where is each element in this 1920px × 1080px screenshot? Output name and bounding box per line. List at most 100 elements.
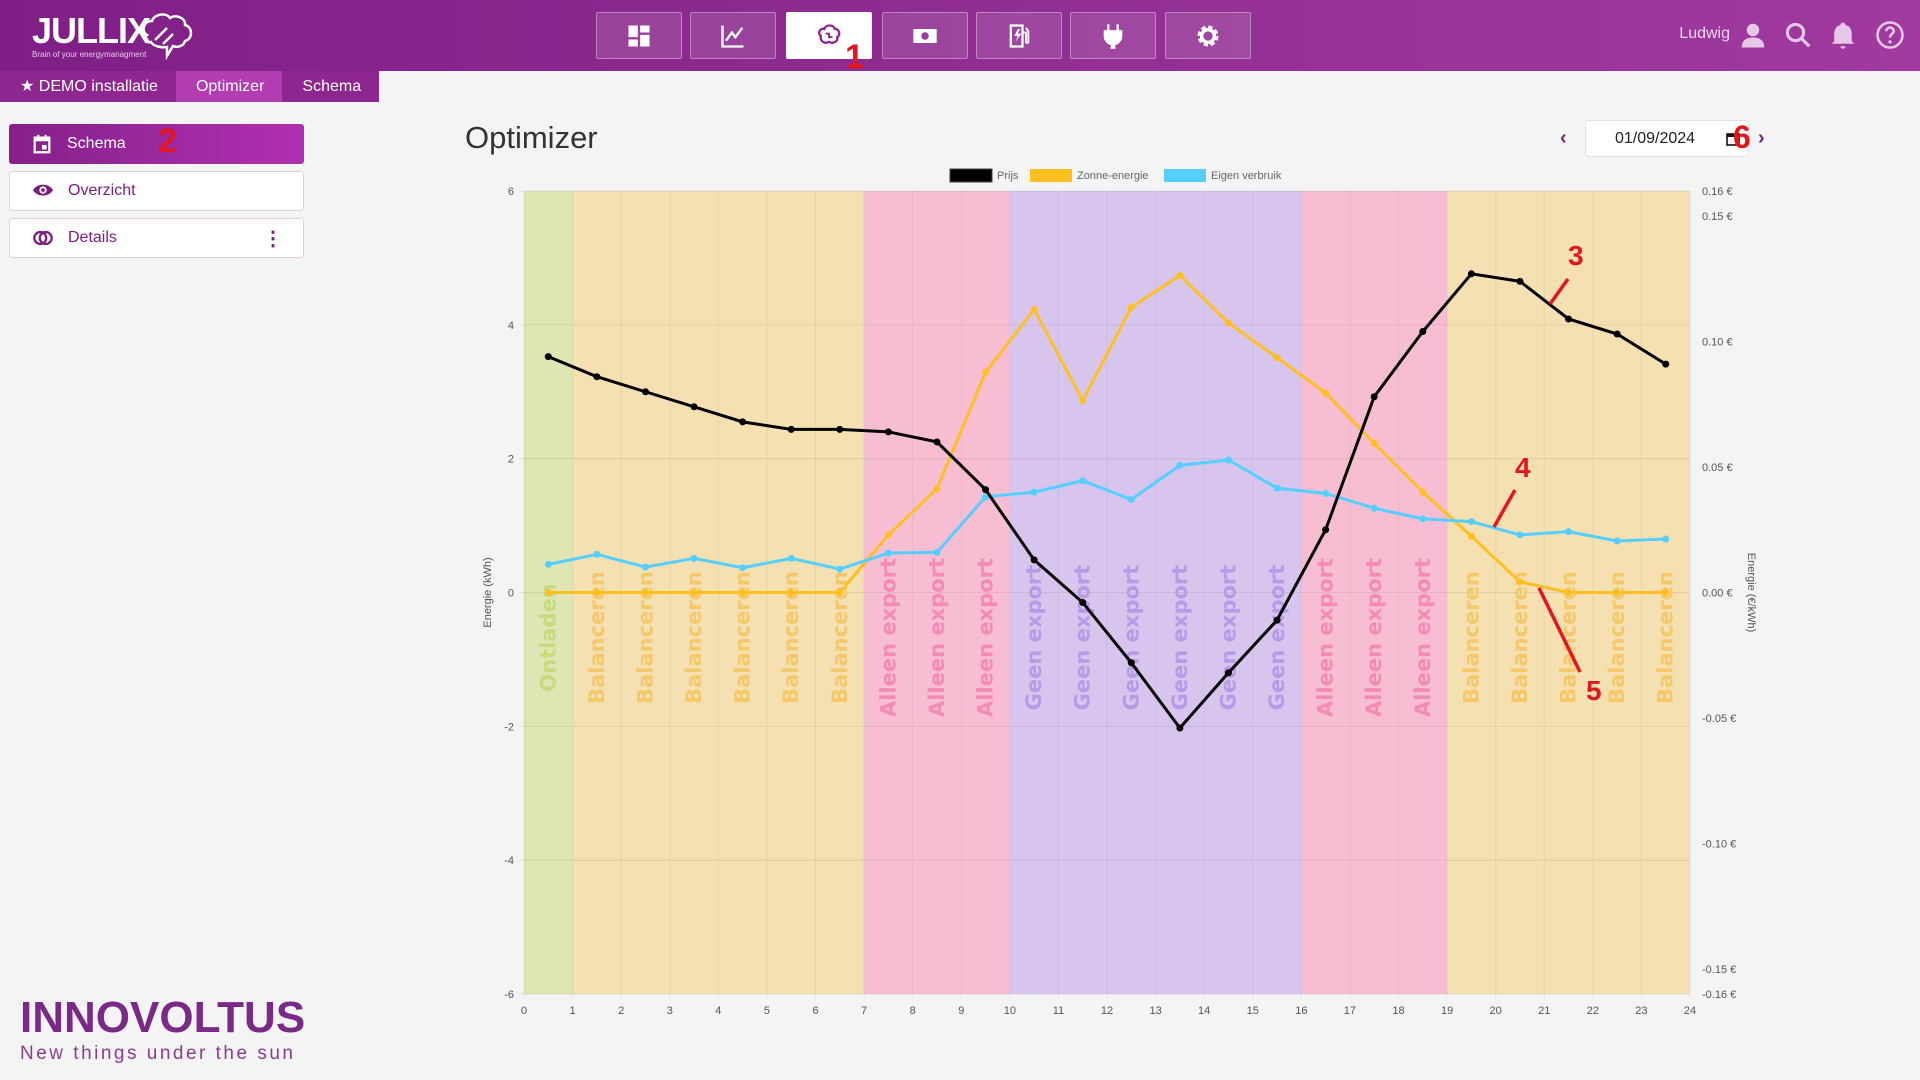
mode-label: Alleen export [1314,558,1338,717]
data-point [1613,589,1621,596]
data-point [1224,456,1232,464]
sidebar-item-overzicht[interactable]: Overzicht [9,171,304,211]
data-point [1662,535,1670,543]
jullix-logo[interactable]: JULLIX Brain of your energymanagment [32,10,193,60]
y-tick-label: 4 [508,320,514,332]
y2-axis-title: Energie (€/kWh) [1745,553,1757,632]
x-tick-label: 4 [715,1005,721,1017]
page-title: Optimizer [465,120,598,155]
data-point [1127,303,1135,311]
y2-tick-label: -0.16 € [1702,989,1736,1001]
breadcrumb-optimizer[interactable]: Optimizer [175,71,283,102]
nav-charts[interactable] [690,12,776,59]
data-point [1467,532,1475,540]
mode-band [1447,191,1496,994]
sidebar-item-details[interactable]: Details ⋮ [9,218,304,258]
user-icon[interactable] [1738,20,1768,50]
data-point [690,589,698,596]
mode-band [1349,191,1399,994]
plug-icon [1103,23,1123,49]
x-tick-label: 8 [910,1005,916,1017]
user-name[interactable]: Ludwig [1679,25,1730,42]
mode-band [961,191,1010,994]
data-point [1613,330,1621,338]
x-tick-label: 9 [958,1005,964,1017]
data-point [1516,277,1524,285]
nav-optimizer[interactable] [786,12,872,59]
brand-name: INNOVOLTUS [20,993,306,1042]
nav-dashboard[interactable] [596,12,682,59]
data-point [1370,393,1378,401]
nav-finance[interactable] [882,12,968,59]
data-point [593,550,601,558]
logo-text: JULLIX [32,10,151,51]
mode-label: Alleen export [925,558,949,717]
data-point [1419,328,1427,336]
data-point [836,589,844,596]
x-tick-label: 23 [1635,1005,1647,1017]
annotation-2: 2 [158,122,177,160]
data-point [1176,271,1184,279]
mode-label: Alleen export [1411,558,1435,717]
more-options-icon[interactable]: ⋮ [263,227,283,250]
data-point [982,493,990,501]
y2-tick-label: -0.15 € [1702,964,1736,976]
data-point [1419,488,1427,496]
data-point [1370,504,1378,512]
x-tick-label: 13 [1149,1005,1161,1017]
help-icon[interactable] [1875,20,1905,50]
next-day-button[interactable]: › [1758,127,1765,149]
date-input[interactable]: 01/09/2024 [1585,120,1749,157]
data-point [1176,461,1184,469]
data-point [1370,439,1378,447]
calendar-icon [33,134,51,154]
star-icon: ★ [20,78,39,95]
calendar-picker-icon[interactable] [1726,132,1740,146]
breadcrumb: ★ DEMO installatie Optimizer Schema [0,71,380,102]
data-point [1322,389,1330,397]
y-tick-label: -4 [504,855,514,867]
bell-icon[interactable] [1828,20,1858,50]
nav-devices[interactable] [1070,12,1156,59]
eye-icon [32,184,54,196]
legend-label: Eigen verbruik [1211,170,1282,182]
y-tick-label: -6 [504,989,514,1001]
mode-label: Alleen export [876,558,900,717]
breadcrumb-schema[interactable]: Schema [282,71,380,102]
annotation-3: 3 [1568,240,1584,271]
data-point [836,565,844,573]
nav-settings[interactable] [1165,12,1251,59]
breadcrumb-installation[interactable]: ★ DEMO installatie [0,71,176,102]
gear-icon [1197,25,1219,46]
data-point [739,589,747,596]
nav-charging[interactable] [976,12,1062,59]
search-icon[interactable] [1783,20,1813,50]
data-point [884,531,892,539]
x-tick-label: 18 [1392,1005,1404,1017]
x-tick-label: 19 [1441,1005,1453,1017]
y-tick-label: 6 [508,186,514,198]
data-point [1565,589,1573,596]
sidebar-item-label: Schema [67,135,126,152]
data-point [641,388,649,396]
legend-label: Prijs [997,170,1019,182]
data-point [884,549,892,557]
mode-band [1301,191,1350,994]
breadcrumb-label: DEMO installatie [38,78,158,95]
data-point [1224,319,1232,327]
data-point [1224,669,1232,677]
data-point [787,554,795,562]
data-point [1322,489,1330,497]
sidebar-item-schema[interactable]: Schema [9,124,304,164]
mode-label: Geen export [1022,565,1046,711]
previous-day-button[interactable]: ‹ [1560,127,1567,149]
data-point [982,486,990,494]
data-point [593,373,601,381]
y-tick-label: 0 [508,588,514,600]
data-point [1467,270,1475,278]
innovoltus-logo: INNOVOLTUS New things under the sun [20,993,305,1065]
date-value: 01/09/2024 [1615,129,1696,147]
data-point [1079,477,1087,485]
data-point [690,403,698,411]
